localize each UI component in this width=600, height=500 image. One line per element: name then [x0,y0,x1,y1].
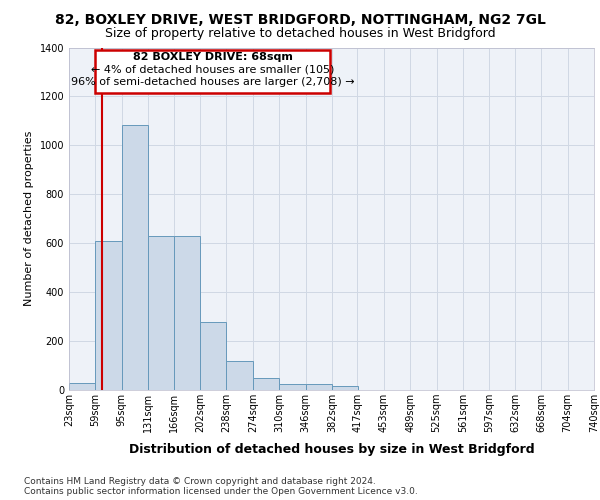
X-axis label: Distribution of detached houses by size in West Bridgford: Distribution of detached houses by size … [128,444,535,456]
Bar [279,384,305,390]
Text: Contains public sector information licensed under the Open Government Licence v3: Contains public sector information licen… [24,487,418,496]
Bar [305,384,332,390]
Bar [253,378,279,390]
Bar [69,382,95,390]
Bar [200,322,226,390]
Text: Size of property relative to detached houses in West Bridgford: Size of property relative to detached ho… [104,28,496,40]
Bar [122,124,148,390]
Text: ← 4% of detached houses are smaller (105): ← 4% of detached houses are smaller (105… [91,64,335,74]
Text: 82 BOXLEY DRIVE: 68sqm: 82 BOXLEY DRIVE: 68sqm [133,52,293,62]
Text: 82, BOXLEY DRIVE, WEST BRIDGFORD, NOTTINGHAM, NG2 7GL: 82, BOXLEY DRIVE, WEST BRIDGFORD, NOTTIN… [55,12,545,26]
Bar [148,236,175,390]
Bar [332,386,358,390]
Text: Contains HM Land Registry data © Crown copyright and database right 2024.: Contains HM Land Registry data © Crown c… [24,477,376,486]
Y-axis label: Number of detached properties: Number of detached properties [24,131,34,306]
Bar [226,360,253,390]
Bar [174,236,200,390]
Bar [95,50,331,93]
Bar [95,241,122,390]
Text: 96% of semi-detached houses are larger (2,708) →: 96% of semi-detached houses are larger (… [71,77,355,87]
